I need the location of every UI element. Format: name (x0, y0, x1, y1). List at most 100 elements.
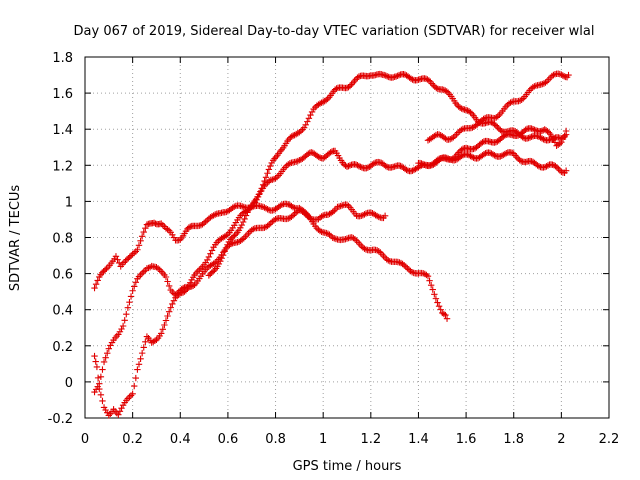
data-point (205, 272, 213, 279)
data-point (222, 244, 230, 252)
data-point (420, 270, 427, 277)
data-point (132, 279, 140, 286)
data-point (427, 281, 435, 289)
data-point (285, 135, 293, 143)
data-point (486, 149, 494, 156)
data-point (479, 139, 486, 146)
data-point (170, 297, 178, 304)
data-point (343, 235, 351, 242)
data-point (96, 380, 103, 387)
x-tick-label: 1.4 (408, 432, 429, 447)
data-point (561, 73, 568, 80)
data-point (448, 156, 455, 163)
data-point (181, 288, 188, 295)
data-point (433, 84, 440, 92)
data-point (256, 202, 263, 210)
data-point (456, 104, 464, 111)
data-point (219, 251, 227, 259)
data-point (562, 167, 570, 174)
data-point (458, 152, 465, 160)
data-point (467, 109, 474, 116)
series-track-5 (424, 70, 572, 144)
series-track-4 (205, 70, 570, 279)
data-point (158, 330, 165, 337)
data-point (370, 160, 377, 167)
data-point (492, 122, 500, 129)
data-point (357, 163, 364, 170)
data-point (440, 310, 448, 318)
data-point (550, 71, 557, 79)
y-tick-label: 0.6 (52, 268, 73, 283)
data-point (531, 126, 538, 134)
y-tick-label: 0.4 (52, 304, 73, 319)
data-point (442, 311, 449, 319)
data-point (389, 74, 397, 81)
data-point (259, 181, 267, 189)
data-point (345, 162, 352, 170)
axis-ticks (84, 56, 610, 419)
data-point (343, 163, 351, 170)
data-point (302, 121, 309, 128)
data-point (277, 147, 284, 155)
data-point (121, 317, 128, 324)
data-point (94, 374, 102, 382)
data-point (209, 268, 217, 275)
x-tick-label: 1.6 (456, 432, 477, 447)
data-point (516, 156, 523, 164)
data-point (497, 153, 504, 160)
data-point (355, 162, 363, 170)
data-point (185, 224, 193, 231)
data-point (137, 355, 144, 363)
data-point (552, 162, 559, 170)
data-point (319, 98, 327, 105)
data-point (124, 304, 132, 311)
data-point (217, 258, 224, 265)
data-point (352, 161, 360, 168)
data-point (272, 153, 280, 161)
x-axis-label: GPS time / hours (293, 459, 402, 474)
data-point (126, 253, 133, 261)
data-point (94, 277, 101, 284)
data-point (518, 96, 525, 103)
y-tick-label: 1.2 (52, 159, 73, 174)
data-point (482, 150, 489, 157)
data-point (440, 86, 447, 94)
data-point (137, 237, 144, 245)
data-point (421, 161, 428, 168)
data-point (395, 71, 403, 79)
data-point (304, 118, 311, 125)
series-track-1 (91, 200, 451, 322)
x-tick-label: 0.4 (170, 432, 191, 447)
data-point (559, 72, 566, 79)
data-point (118, 404, 125, 412)
data-point (262, 174, 270, 181)
data-point (162, 317, 170, 324)
data-point (161, 321, 168, 329)
data-point (407, 75, 415, 82)
data-point (381, 212, 389, 220)
y-tick-label: 1.6 (52, 87, 73, 102)
data-point (345, 202, 352, 210)
x-tick-label: 1.2 (360, 432, 381, 447)
data-point (97, 391, 105, 398)
data-point (559, 135, 567, 143)
data-point (458, 146, 465, 153)
data-point (169, 300, 176, 308)
data-point (528, 158, 535, 165)
data-point (158, 220, 165, 227)
data-point (470, 145, 477, 153)
data-point (238, 221, 245, 229)
data-point (305, 150, 312, 157)
data-point (131, 283, 138, 290)
data-point (435, 303, 443, 310)
data-point (501, 150, 508, 158)
data-point (443, 315, 451, 322)
data-point (308, 108, 316, 116)
data-point (342, 235, 349, 243)
data-point (267, 162, 274, 170)
data-point (164, 312, 171, 320)
data-point (491, 152, 498, 159)
data-point (92, 280, 100, 288)
data-point (494, 123, 501, 131)
data-point (138, 349, 146, 357)
